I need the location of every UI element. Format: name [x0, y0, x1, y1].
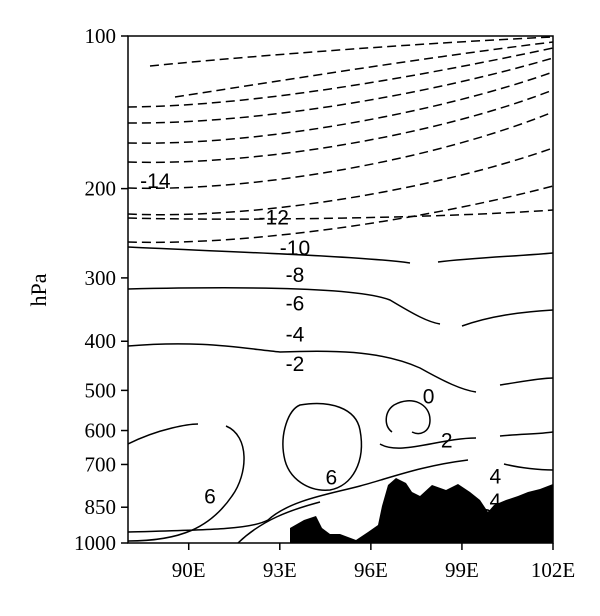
- y-tick-label: 700: [85, 452, 117, 476]
- contour-line-6-right: [385, 400, 431, 435]
- contour-line-neg16: [149, 36, 553, 67]
- y-tick-label: 300: [85, 266, 117, 290]
- y-tick-label: 1000: [74, 531, 116, 555]
- contour-label: -6: [286, 293, 305, 316]
- contour-label: 2: [441, 430, 453, 453]
- contour-label: 4: [489, 490, 501, 513]
- contour-label: 2: [480, 505, 492, 528]
- contour-label: -2: [286, 353, 305, 376]
- contour-label: 6: [395, 489, 407, 512]
- contour-line-0: [128, 246, 553, 264]
- contour-line-6-mid: [282, 402, 363, 491]
- contour-line-edge: [237, 501, 321, 543]
- x-tick-label: 96E: [354, 558, 388, 582]
- plot-frame: [127, 35, 554, 544]
- positive-contours: [128, 246, 553, 543]
- negative-contours: [128, 36, 553, 244]
- contour-label: -10: [280, 237, 310, 260]
- contour-line-neg1: [128, 185, 553, 244]
- y-tick-label: 100: [85, 24, 117, 48]
- y-tick-label: 600: [85, 419, 117, 443]
- contour-line-neg6: [128, 89, 553, 164]
- contour-label: 6: [326, 467, 338, 490]
- contour-line-neg2: [128, 147, 553, 216]
- contour-label: 6: [204, 485, 216, 508]
- contour-line-neg14: [174, 41, 553, 98]
- terrain-area: [290, 478, 553, 543]
- contour-label: -14: [140, 170, 171, 193]
- contour-label: 4: [489, 465, 501, 488]
- y-tick-label: 850: [85, 495, 117, 519]
- contour-label: 0: [423, 385, 435, 408]
- contour-line-neg10: [128, 57, 553, 124]
- x-tick-label: 102E: [531, 558, 575, 582]
- contour-line-neg12: [128, 47, 553, 108]
- y-tick-label: 200: [85, 177, 117, 201]
- y-axis-title: hPa: [26, 273, 51, 306]
- contour-line-2: [128, 287, 553, 327]
- contour-line-2b: [128, 459, 553, 533]
- contour-line-4a: [128, 343, 553, 393]
- contour-line-neg8: [128, 71, 553, 144]
- contour-line-4b: [379, 431, 553, 449]
- contour-line-neg0: [128, 209, 553, 220]
- y-tick-label: 400: [85, 329, 117, 353]
- x-tick-label: 93E: [263, 558, 297, 582]
- contour-line-neg4: [128, 111, 553, 190]
- contour-label: -12: [259, 206, 289, 229]
- contour-lines: [128, 36, 553, 543]
- contour-label: -4: [286, 324, 305, 347]
- y-axis: 100 200 300 400 500 600 700 850 1000: [74, 24, 128, 555]
- x-tick-label: 90E: [172, 558, 206, 582]
- x-tick-label: 99E: [445, 558, 479, 582]
- contour-label: -8: [286, 264, 305, 287]
- y-tick-label: 500: [85, 378, 117, 402]
- contour-line-6-left: [128, 423, 245, 542]
- x-axis: 90E 93E 96E 99E 102E: [172, 543, 575, 582]
